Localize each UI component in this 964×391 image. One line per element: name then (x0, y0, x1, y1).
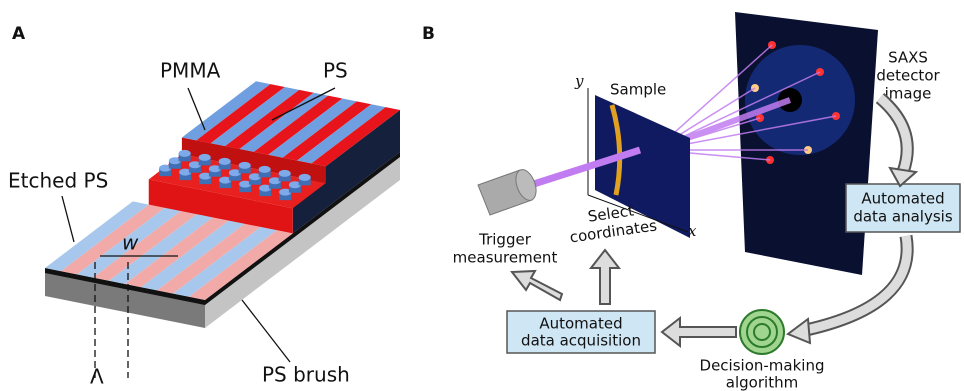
label-trigger: Trigger (478, 231, 532, 249)
axis-y-label: y (574, 72, 584, 90)
label-ps: PS (323, 59, 348, 83)
pillar-top (279, 170, 291, 177)
acquisition-text: data acquisition (521, 332, 641, 350)
pillar-top (219, 158, 231, 165)
decision-icon (740, 310, 784, 354)
analysis-text: Automated (861, 190, 944, 208)
acquisition-text: Automated (539, 315, 622, 333)
decision-text: algorithm (726, 374, 798, 391)
label-detector: SAXS (888, 49, 928, 67)
panel-label: A (12, 24, 26, 44)
axis-x-label: x (688, 222, 697, 240)
label-etched-ps: Etched PS (8, 169, 108, 193)
label-ps-brush: PS brush (262, 363, 350, 387)
pillar-top (179, 150, 191, 157)
pillar-top (239, 162, 251, 169)
label-detector: detector (876, 67, 940, 85)
figure: A PMMA PS Etched PS w Λ PS brush B y x S… (0, 0, 964, 391)
label-detector: image (885, 85, 932, 103)
label-w: w (122, 231, 139, 255)
pillar-top (199, 154, 211, 161)
label-pmma: PMMA (160, 59, 221, 83)
label-sample: Sample (610, 81, 666, 99)
source (478, 167, 540, 215)
label-trigger: measurement (453, 249, 558, 267)
decision-text: Decision-making (700, 357, 825, 375)
panel-a (45, 81, 400, 328)
label-lambda: Λ (90, 365, 104, 389)
pillar-top (299, 174, 311, 181)
pillar-top (259, 166, 271, 173)
panel-label: B (422, 24, 435, 44)
analysis-text: data analysis (853, 208, 952, 226)
